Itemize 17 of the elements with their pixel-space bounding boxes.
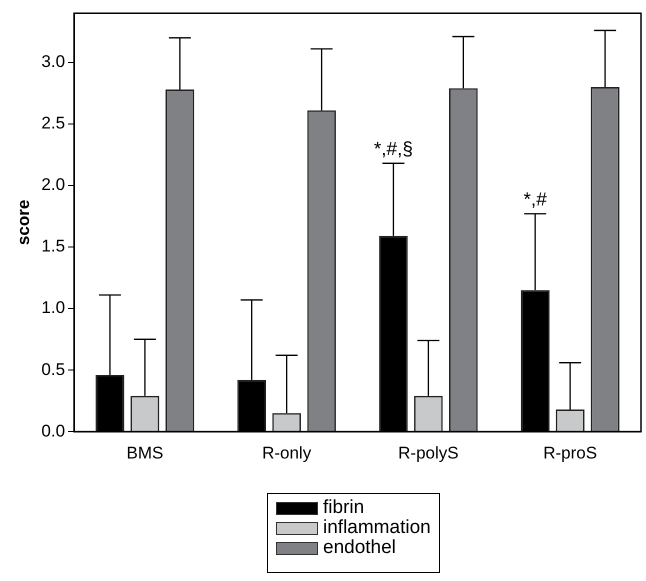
annotation: *,# [524, 190, 548, 211]
y-tick-label: 1.0 [41, 298, 66, 318]
x-tick-label: R-polyS [398, 443, 459, 462]
y-tick-label: 0.5 [41, 360, 66, 379]
y-tick-label: 1.5 [41, 236, 66, 256]
y-tick-label: 3.0 [41, 52, 66, 72]
annotation: *,#,§ [374, 139, 413, 160]
x-tick-label: BMS [126, 443, 164, 462]
legend-label: inflammation [323, 517, 431, 538]
y-axis-title: score [14, 200, 33, 246]
y-tick-label: 2.0 [41, 175, 66, 194]
y-tick-label: 0.0 [41, 421, 66, 440]
legend-label: endothel [323, 537, 396, 558]
legend-label: fibrin [323, 497, 364, 518]
y-tick-label: 2.5 [41, 114, 66, 133]
x-tick-label: R-proS [543, 443, 598, 462]
x-tick-label: R-only [262, 443, 312, 462]
